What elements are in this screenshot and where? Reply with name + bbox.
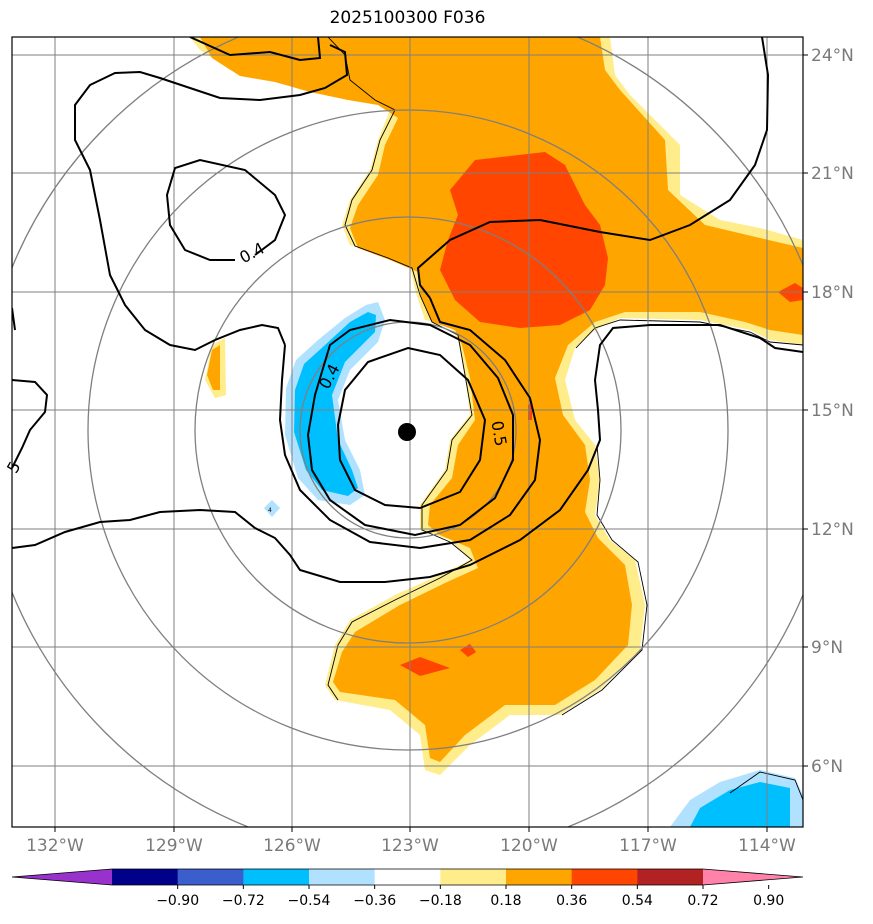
range-ring-3 bbox=[87, 109, 729, 751]
axis-ticks bbox=[54, 54, 808, 832]
range-ring-2 bbox=[194, 216, 622, 644]
lon-label-123w: 123°W bbox=[381, 836, 439, 856]
colorbar-segment bbox=[571, 869, 638, 885]
colorbar-tick-label: 0.90 bbox=[753, 893, 784, 909]
colorbar-segment bbox=[177, 869, 244, 885]
lon-label-126w: 126°W bbox=[263, 836, 321, 856]
lat-label-9n: 9°N bbox=[811, 638, 843, 658]
colorbar-extension-low bbox=[12, 869, 112, 885]
shading-boundary-contours bbox=[327, 37, 803, 801]
lon-label-129w: 129°W bbox=[145, 836, 203, 856]
colorbar-tick-label: 0.18 bbox=[490, 893, 521, 909]
colorbar-extension-high bbox=[703, 869, 803, 885]
contour-label-0-5: 0.5 bbox=[487, 419, 510, 447]
map-frame bbox=[11, 36, 804, 828]
colorbar: −0.90 −0.72 −0.54 −0.36 −0.18 0.18 0.36 0.54 0.7… bbox=[11, 868, 804, 909]
colorbar-segment bbox=[440, 869, 507, 885]
negative-anomaly-strong bbox=[294, 312, 790, 827]
colorbar-segment bbox=[243, 869, 310, 885]
map-area bbox=[12, 37, 803, 827]
colorbar-segment bbox=[112, 869, 179, 885]
latitude-labels: 24°N 21°N 18°N 15°N 12°N 9°N 6°N bbox=[811, 46, 854, 777]
lon-label-120w: 120°W bbox=[500, 836, 558, 856]
colorbar-segment bbox=[506, 869, 573, 885]
lon-label-132w: 132°W bbox=[26, 836, 84, 856]
lat-label-21n: 21°N bbox=[811, 164, 854, 184]
storm-center-marker bbox=[398, 423, 416, 441]
positive-anomaly-mid bbox=[200, 37, 803, 762]
colorbar-tick-label: −0.72 bbox=[222, 893, 265, 909]
lat-label-6n: 6°N bbox=[811, 757, 843, 777]
positive-anomaly-high bbox=[400, 152, 803, 676]
colorbar-tick-label: 0.54 bbox=[622, 893, 653, 909]
longitude-labels: 132°W 129°W 126°W 123°W 120°W 117°W 114°… bbox=[26, 836, 796, 856]
colorbar-segment bbox=[309, 869, 376, 885]
colorbar-tick-label: −0.36 bbox=[353, 893, 396, 909]
colorbar-tick-label: 0.72 bbox=[687, 893, 718, 909]
colorbar-tick-label: −0.18 bbox=[419, 893, 462, 909]
colorbar-segment bbox=[637, 869, 704, 885]
lat-label-24n: 24°N bbox=[811, 46, 854, 66]
colorbar-tick-label: 0.36 bbox=[556, 893, 587, 909]
map-title: 2025100300 F036 bbox=[329, 8, 486, 28]
contour-label-small: 4 bbox=[268, 507, 272, 514]
lat-label-12n: 12°N bbox=[811, 520, 854, 540]
colorbar-tick-label: −0.90 bbox=[156, 893, 199, 909]
colorbar-outline bbox=[11, 868, 804, 886]
lat-label-15n: 15°N bbox=[811, 401, 854, 421]
colorbar-segment bbox=[374, 869, 441, 885]
field-contours bbox=[12, 37, 803, 583]
lat-label-18n: 18°N bbox=[811, 283, 854, 303]
lon-label-117w: 117°W bbox=[619, 836, 677, 856]
colorbar-tick-label: −0.54 bbox=[288, 893, 331, 909]
lon-label-114w: 114°W bbox=[738, 836, 796, 856]
